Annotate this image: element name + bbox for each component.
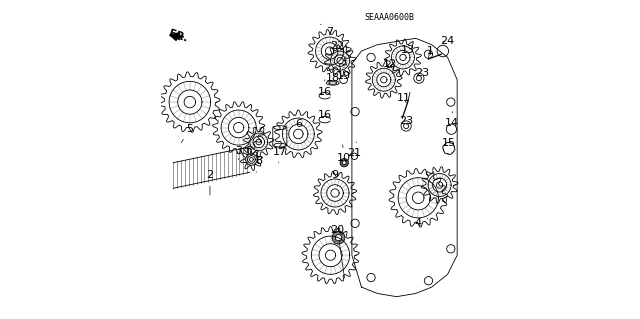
Text: 11: 11 <box>397 93 411 103</box>
Text: 9: 9 <box>332 170 339 187</box>
Circle shape <box>367 273 375 282</box>
Text: 14: 14 <box>444 112 458 129</box>
Text: 22: 22 <box>330 41 345 51</box>
Text: 3: 3 <box>235 145 242 160</box>
Circle shape <box>414 73 424 83</box>
FancyBboxPatch shape <box>273 127 287 146</box>
Circle shape <box>401 121 412 131</box>
Text: 6: 6 <box>294 115 302 129</box>
Circle shape <box>351 153 358 160</box>
Ellipse shape <box>329 82 337 84</box>
Ellipse shape <box>326 81 339 85</box>
Ellipse shape <box>274 143 286 147</box>
Text: 20: 20 <box>330 225 344 278</box>
Text: 16: 16 <box>318 110 332 121</box>
Circle shape <box>340 76 348 84</box>
Text: 10: 10 <box>337 145 351 163</box>
Circle shape <box>335 234 342 241</box>
Text: 21: 21 <box>348 142 362 158</box>
Text: 12: 12 <box>383 59 397 70</box>
Text: 15: 15 <box>442 137 456 148</box>
Text: 24: 24 <box>440 36 455 46</box>
Text: 16: 16 <box>318 80 332 97</box>
Text: 7: 7 <box>321 24 333 37</box>
Text: 23: 23 <box>399 116 413 126</box>
Circle shape <box>342 161 346 165</box>
Text: FR.: FR. <box>167 28 189 43</box>
Circle shape <box>340 159 348 167</box>
Circle shape <box>447 98 455 106</box>
Circle shape <box>367 53 375 62</box>
Text: 23: 23 <box>415 68 429 78</box>
Text: SEAAA0600B: SEAAA0600B <box>365 13 415 22</box>
Text: 13: 13 <box>401 41 415 55</box>
Text: 8: 8 <box>255 156 262 172</box>
Circle shape <box>404 123 409 129</box>
Circle shape <box>332 231 345 244</box>
Circle shape <box>351 219 359 227</box>
Circle shape <box>424 277 433 285</box>
Text: 5: 5 <box>181 124 193 143</box>
Circle shape <box>446 124 456 134</box>
Text: 1: 1 <box>426 46 433 56</box>
Text: 4: 4 <box>415 218 428 228</box>
Circle shape <box>447 245 455 253</box>
Circle shape <box>351 108 359 116</box>
Text: 19: 19 <box>337 67 351 81</box>
Ellipse shape <box>274 126 286 130</box>
Circle shape <box>443 143 454 154</box>
Text: 17: 17 <box>273 146 287 163</box>
Text: 2: 2 <box>206 170 214 195</box>
Circle shape <box>424 50 433 58</box>
Circle shape <box>437 45 449 57</box>
Text: 18: 18 <box>326 70 340 83</box>
Circle shape <box>417 76 422 81</box>
